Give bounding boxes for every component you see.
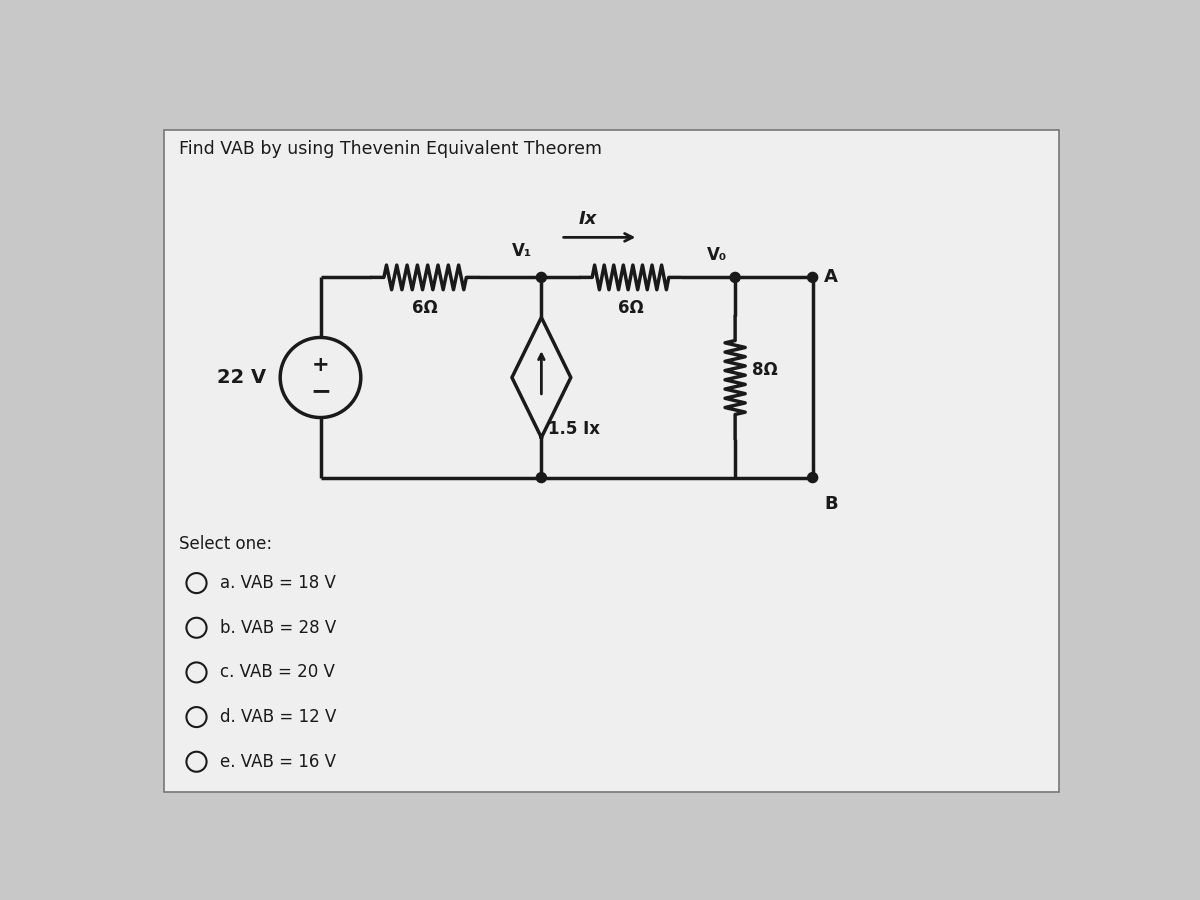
Text: b. VAB = 28 V: b. VAB = 28 V bbox=[220, 619, 336, 637]
Text: c. VAB = 20 V: c. VAB = 20 V bbox=[220, 663, 335, 681]
Text: 1.5 Ix: 1.5 Ix bbox=[547, 419, 600, 437]
Text: 6Ω: 6Ω bbox=[618, 299, 643, 317]
Circle shape bbox=[808, 273, 817, 283]
Text: +: + bbox=[312, 356, 329, 375]
Text: B: B bbox=[824, 494, 838, 512]
Circle shape bbox=[536, 472, 546, 482]
Text: 22 V: 22 V bbox=[217, 368, 266, 387]
Circle shape bbox=[281, 338, 361, 418]
Text: 8Ω: 8Ω bbox=[752, 361, 778, 379]
Text: e. VAB = 16 V: e. VAB = 16 V bbox=[220, 752, 336, 770]
Text: a. VAB = 18 V: a. VAB = 18 V bbox=[220, 574, 336, 592]
Text: A: A bbox=[824, 268, 838, 286]
Circle shape bbox=[536, 273, 546, 283]
Circle shape bbox=[730, 273, 740, 283]
Text: V₁: V₁ bbox=[512, 242, 532, 260]
Text: V₀: V₀ bbox=[707, 246, 727, 264]
Text: Ix: Ix bbox=[578, 210, 598, 228]
Circle shape bbox=[808, 472, 817, 482]
Text: −: − bbox=[310, 380, 331, 403]
Text: d. VAB = 12 V: d. VAB = 12 V bbox=[220, 708, 336, 726]
Text: Find VAB by using Thevenin Equivalent Theorem: Find VAB by using Thevenin Equivalent Th… bbox=[180, 140, 602, 158]
Text: Select one:: Select one: bbox=[180, 536, 272, 554]
Text: 6Ω: 6Ω bbox=[413, 299, 438, 317]
